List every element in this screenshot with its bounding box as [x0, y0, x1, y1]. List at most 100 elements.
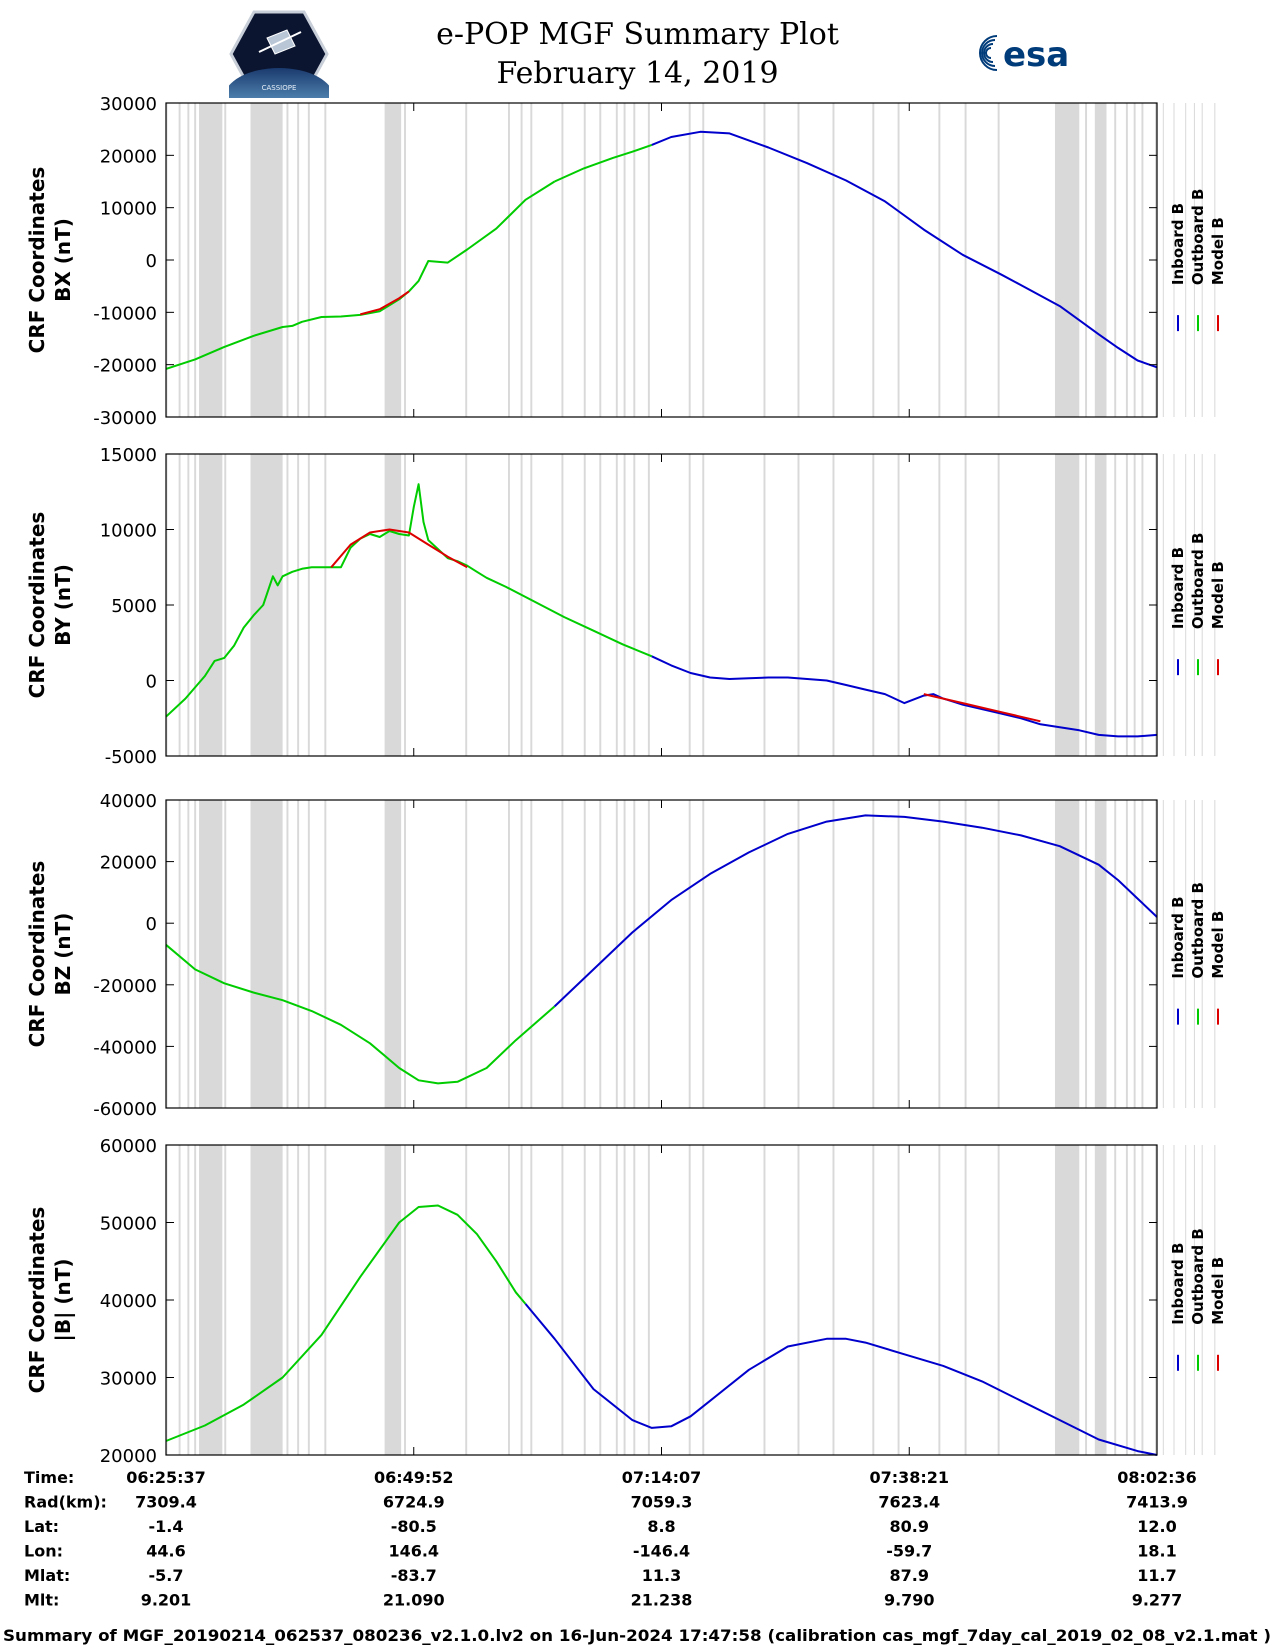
- gap-shading: [583, 800, 586, 1108]
- gap-shading: [404, 1145, 406, 1455]
- gap-shading: [872, 103, 875, 417]
- gap-shading: [1201, 800, 1203, 1108]
- orbit-table-cell: 6724.9: [383, 1493, 445, 1512]
- gap-shading: [1173, 454, 1175, 756]
- legend-label: Model B: [1209, 1257, 1227, 1325]
- gap-shading: [194, 1145, 197, 1455]
- plot-frame: [165, 102, 1158, 418]
- gap-shading: [599, 103, 602, 417]
- legend-label: Inboard B: [1169, 547, 1187, 629]
- orbit-row-label: Mlat:: [24, 1566, 70, 1585]
- gap-shading: [633, 800, 636, 1108]
- series-line-inboard-b: [524, 1303, 1158, 1456]
- gap-shading: [1185, 800, 1187, 1108]
- gap-shading: [187, 800, 190, 1108]
- y-tick-label: -20000: [93, 356, 157, 377]
- y-tick-label: -5000: [105, 747, 157, 768]
- orbit-row-label: Lat:: [24, 1517, 59, 1536]
- gap-shading: [897, 103, 900, 417]
- gap-shading: [997, 800, 1000, 1108]
- orbit-table-cell: 07:38:21: [869, 1468, 949, 1487]
- gap-shading: [465, 103, 468, 417]
- gap-shading: [1094, 103, 1107, 417]
- orbit-table-cell: 7413.9: [1126, 1493, 1188, 1512]
- gap-shading: [1214, 454, 1216, 756]
- y-axis-label: CRF Coordinates: [25, 167, 49, 354]
- gap-shading: [307, 1145, 310, 1455]
- orbit-row-label: Mlt:: [24, 1591, 59, 1610]
- esa-logo-text: esa: [1003, 35, 1069, 75]
- y-tick-label: 40000: [100, 1291, 157, 1312]
- y-axis-label: BY (nT): [51, 564, 75, 646]
- gap-shading: [1054, 454, 1080, 756]
- gap-shading: [938, 454, 941, 756]
- gap-shading: [1141, 454, 1144, 756]
- y-axis-label: CRF Coordinates: [25, 512, 49, 699]
- gap-shading: [404, 800, 406, 1108]
- gap-shading: [1155, 800, 1157, 1108]
- gap-shading: [688, 800, 691, 1108]
- gap-shading: [384, 454, 402, 756]
- gap-shading: [797, 1145, 800, 1455]
- series-line-outboard-b: [165, 944, 556, 1085]
- footer-summary: Summary of MGF_20190214_062537_080236_v2…: [3, 1626, 1271, 1645]
- gap-shading: [1085, 800, 1088, 1108]
- orbit-table-cell: 07:14:07: [622, 1468, 702, 1487]
- orbit-table-cell: 08:02:36: [1117, 1468, 1197, 1487]
- gap-shading: [1125, 1145, 1128, 1455]
- gap-shading: [702, 454, 705, 756]
- y-tick-label: -20000: [93, 976, 157, 997]
- y-tick-label: 60000: [100, 1136, 157, 1157]
- gap-shading: [1201, 454, 1203, 756]
- gap-shading: [938, 1145, 941, 1455]
- gap-shading: [307, 800, 310, 1108]
- series-line-outboard-b: [165, 483, 653, 718]
- gap-shading: [286, 1145, 289, 1455]
- plot-date: February 14, 2019: [496, 56, 779, 91]
- gap-shading: [286, 454, 289, 756]
- gap-shading: [688, 454, 691, 756]
- orbit-table-cell: -59.7: [886, 1542, 932, 1561]
- gap-shading: [1125, 454, 1128, 756]
- plot-frame: [165, 453, 1158, 757]
- gap-shading: [324, 454, 327, 756]
- legend-label: Outboard B: [1189, 189, 1207, 286]
- y-axis-label: BX (nT): [51, 218, 75, 302]
- gap-shading: [599, 800, 602, 1108]
- gap-shading: [702, 1145, 705, 1455]
- gap-shading: [1214, 1145, 1216, 1455]
- gap-shading: [465, 800, 468, 1108]
- gap-shading: [1162, 800, 1164, 1108]
- gap-shading: [938, 800, 941, 1108]
- orbit-table-cell: -5.7: [149, 1566, 184, 1585]
- gap-shading: [404, 103, 406, 417]
- gap-shading: [1085, 1145, 1088, 1455]
- gap-shading: [1114, 454, 1117, 756]
- gap-shading: [797, 454, 800, 756]
- y-tick-label: 30000: [100, 1369, 157, 1390]
- gap-shading: [507, 1145, 510, 1455]
- gap-shading: [187, 454, 190, 756]
- series-line-inboard-b: [553, 814, 1158, 1008]
- orbit-row-label: Lon:: [24, 1542, 63, 1561]
- gap-shading: [583, 103, 586, 417]
- plot-title: e-POP MGF Summary Plot: [436, 17, 839, 52]
- y-tick-label: -30000: [93, 408, 157, 429]
- legend-label: Inboard B: [1169, 896, 1187, 978]
- y-tick-label: 10000: [100, 521, 157, 542]
- gap-shading: [1133, 103, 1136, 417]
- gap-shading: [1125, 800, 1128, 1108]
- orbit-row-label: Time:: [24, 1468, 74, 1487]
- gap-shading: [633, 1145, 636, 1455]
- gap-shading: [623, 103, 626, 417]
- gap-shading: [1173, 103, 1175, 417]
- gap-shading: [178, 103, 181, 417]
- gap-shading: [763, 1145, 766, 1455]
- orbit-table-cell: 9.201: [141, 1591, 192, 1610]
- gap-shading: [520, 454, 523, 756]
- gap-shading: [832, 800, 835, 1108]
- gap-shading: [623, 800, 626, 1108]
- orbit-table-cell: 9.277: [1132, 1591, 1183, 1610]
- gap-shading: [250, 454, 283, 756]
